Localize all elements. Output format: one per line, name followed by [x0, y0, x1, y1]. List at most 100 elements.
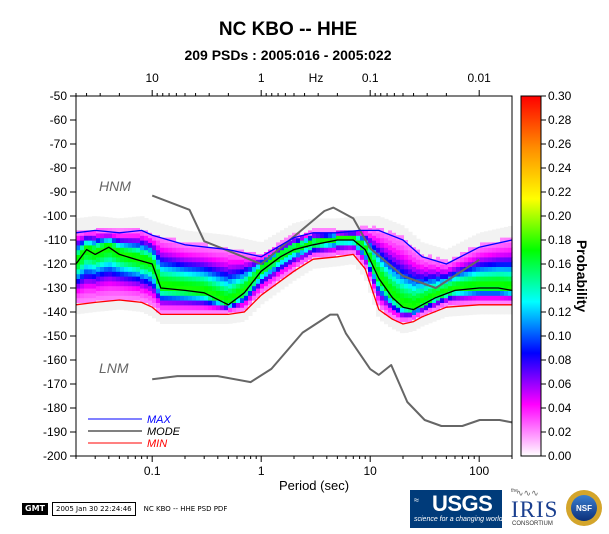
pdf-cell: [428, 292, 433, 299]
pdf-cell: [508, 276, 513, 282]
pdf-cell: [464, 271, 469, 277]
pdf-cell: [424, 276, 429, 282]
pdf-cell: [300, 235, 305, 241]
pdf-cell: [504, 276, 509, 282]
colorbar-tick-label: 0.08: [548, 353, 572, 367]
pdf-cell: [268, 273, 273, 279]
pdf-cell: [248, 261, 253, 267]
pdf-cell: [132, 271, 137, 277]
pdf-cell: [88, 288, 93, 294]
pdf-cell: [492, 271, 497, 277]
colorbar-tick-label: 0.28: [548, 113, 572, 127]
pdf-cell: [412, 271, 417, 277]
pdf-cell: [124, 285, 129, 291]
pdf-cell: [160, 280, 165, 287]
colorbar-tick-label: 0.00: [548, 449, 572, 463]
pdf-cell: [236, 307, 241, 313]
pdf-cell: [116, 252, 121, 258]
pdf-cell: [368, 252, 373, 258]
x-axis-label: Period (sec): [279, 478, 349, 493]
pdf-cell: [184, 304, 189, 311]
pdf-cell: [248, 276, 253, 282]
pdf-cell: [316, 237, 321, 243]
pdf-cell: [264, 266, 269, 272]
pdf-cell: [400, 240, 405, 246]
pdf-cell: [180, 252, 185, 258]
pdf-cell: [104, 295, 109, 301]
pdf-cell: [136, 290, 141, 296]
pdf-cell: [116, 261, 121, 267]
pdf-cell: [296, 261, 301, 267]
pdf-cell: [92, 278, 97, 284]
pdf-cell: [312, 228, 317, 234]
pdf-cell: [468, 295, 473, 301]
pdf-cell: [396, 312, 401, 318]
pdf-cell: [84, 240, 89, 246]
pdf-cell: [436, 266, 441, 272]
pdf-cell: [372, 278, 377, 284]
y-tick-label: -150: [43, 329, 67, 343]
pdf-cell: [476, 276, 481, 282]
pdf-cell: [164, 252, 169, 258]
pdf-cell: [464, 280, 469, 287]
pdf-cell: [212, 252, 217, 258]
pdf-cell: [484, 271, 489, 277]
pdf-cell: [440, 259, 445, 265]
pdf-cell: [320, 242, 325, 248]
pdf-cell: [84, 292, 89, 299]
pdf-cell: [392, 252, 397, 258]
pdf-cell: [244, 304, 249, 311]
pdf-cell: [152, 254, 157, 260]
top-axis-unit: Hz: [309, 71, 324, 85]
pdf-cell: [176, 285, 181, 291]
pdf-cell: [80, 283, 85, 289]
colorbar-gradient: [520, 95, 542, 457]
pdf-cell: [504, 247, 509, 253]
pdf-cell: [420, 278, 425, 284]
pdf-cell: [428, 254, 433, 260]
pdf-cell: [308, 240, 313, 246]
pdf-cell: [240, 278, 245, 284]
pdf-cell: [416, 292, 421, 299]
pdf-cell: [80, 264, 85, 270]
pdf-cell: [212, 304, 217, 311]
pdf-cell: [164, 290, 169, 296]
pdf-cell: [464, 300, 469, 306]
series-hnm-line: [151, 194, 480, 289]
pdf-cell: [336, 249, 341, 255]
pdf-cell: [436, 271, 441, 277]
pdf-cell: [388, 307, 393, 313]
pdf-cell: [364, 254, 369, 260]
pdf-cell: [164, 304, 169, 311]
pdf-cell: [360, 240, 365, 246]
pdf-cell: [252, 276, 257, 282]
pdf-cell: [144, 244, 149, 251]
pdf-cell: [76, 254, 81, 260]
pdf-cell: [180, 285, 185, 291]
iris-logo-name: IRIS: [511, 497, 559, 522]
pdf-cell: [188, 290, 193, 296]
pdf-cell: [112, 242, 117, 248]
pdf-cell: [376, 237, 381, 243]
pdf-cell: [156, 249, 161, 255]
pdf-cell: [196, 290, 201, 296]
pdf-cell: [224, 300, 229, 306]
pdf-cell: [412, 256, 417, 263]
pdf-cell: [100, 247, 105, 253]
pdf-cell: [184, 266, 189, 272]
pdf-cell: [204, 290, 209, 296]
pdf-cell: [104, 280, 109, 287]
x-tick-label: 1: [258, 464, 265, 478]
pdf-cell: [80, 230, 85, 236]
pdf-cell: [272, 266, 277, 272]
pdf-cell: [156, 297, 161, 303]
pdf-cell: [124, 280, 129, 287]
pdf-cell: [76, 268, 81, 275]
pdf-cell: [212, 309, 217, 315]
pdf-cell: [356, 230, 361, 236]
pdf-cell: [216, 285, 221, 291]
pdf-cell: [216, 261, 221, 267]
pdf-cell: [456, 256, 461, 263]
pdf-cell: [416, 307, 421, 313]
pdf-cell: [504, 266, 509, 272]
